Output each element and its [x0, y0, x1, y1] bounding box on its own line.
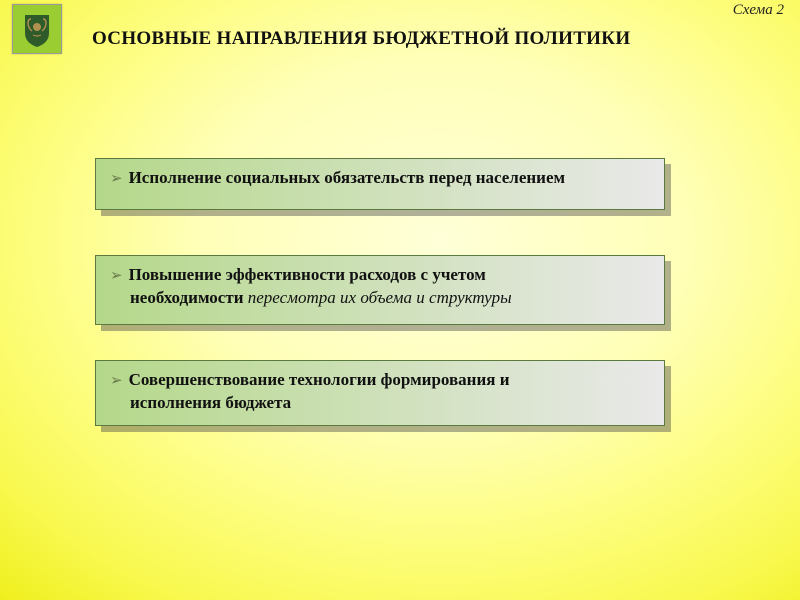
coat-of-arms-icon — [17, 9, 57, 49]
box-content: ➢ Исполнение социальных обязательств пер… — [95, 158, 665, 210]
box-text-line2: необходимости пересмотра их объема и стр… — [130, 287, 512, 310]
bullet-icon: ➢ — [110, 372, 123, 390]
box-content: ➢ Повышение эффективности расходов с уче… — [95, 255, 665, 325]
slide: Схема 2 ОСНОВНЫЕ НАПРАВЛЕНИЯ БЮДЖЕТНОЙ П… — [0, 0, 800, 600]
box-content: ➢ Совершенствование технологии формирова… — [95, 360, 665, 426]
direction-box-1: ➢ Исполнение социальных обязательств пер… — [95, 158, 665, 210]
direction-box-3: ➢ Совершенствование технологии формирова… — [95, 360, 665, 426]
schema-label: Схема 2 — [733, 2, 784, 19]
bullet-icon: ➢ — [110, 170, 123, 188]
box-text: Повышение эффективности расходов с учето… — [129, 264, 486, 287]
page-title: ОСНОВНЫЕ НАПРАВЛЕНИЯ БЮДЖЕТНОЙ ПОЛИТИКИ — [92, 28, 770, 50]
emblem-logo — [12, 4, 62, 54]
box-text-line2: исполнения бюджета — [130, 392, 291, 415]
box-text: Совершенствование технологии формировани… — [129, 369, 510, 392]
box-text: Исполнение социальных обязательств перед… — [129, 167, 566, 190]
direction-box-2: ➢ Повышение эффективности расходов с уче… — [95, 255, 665, 325]
bullet-icon: ➢ — [110, 267, 123, 285]
